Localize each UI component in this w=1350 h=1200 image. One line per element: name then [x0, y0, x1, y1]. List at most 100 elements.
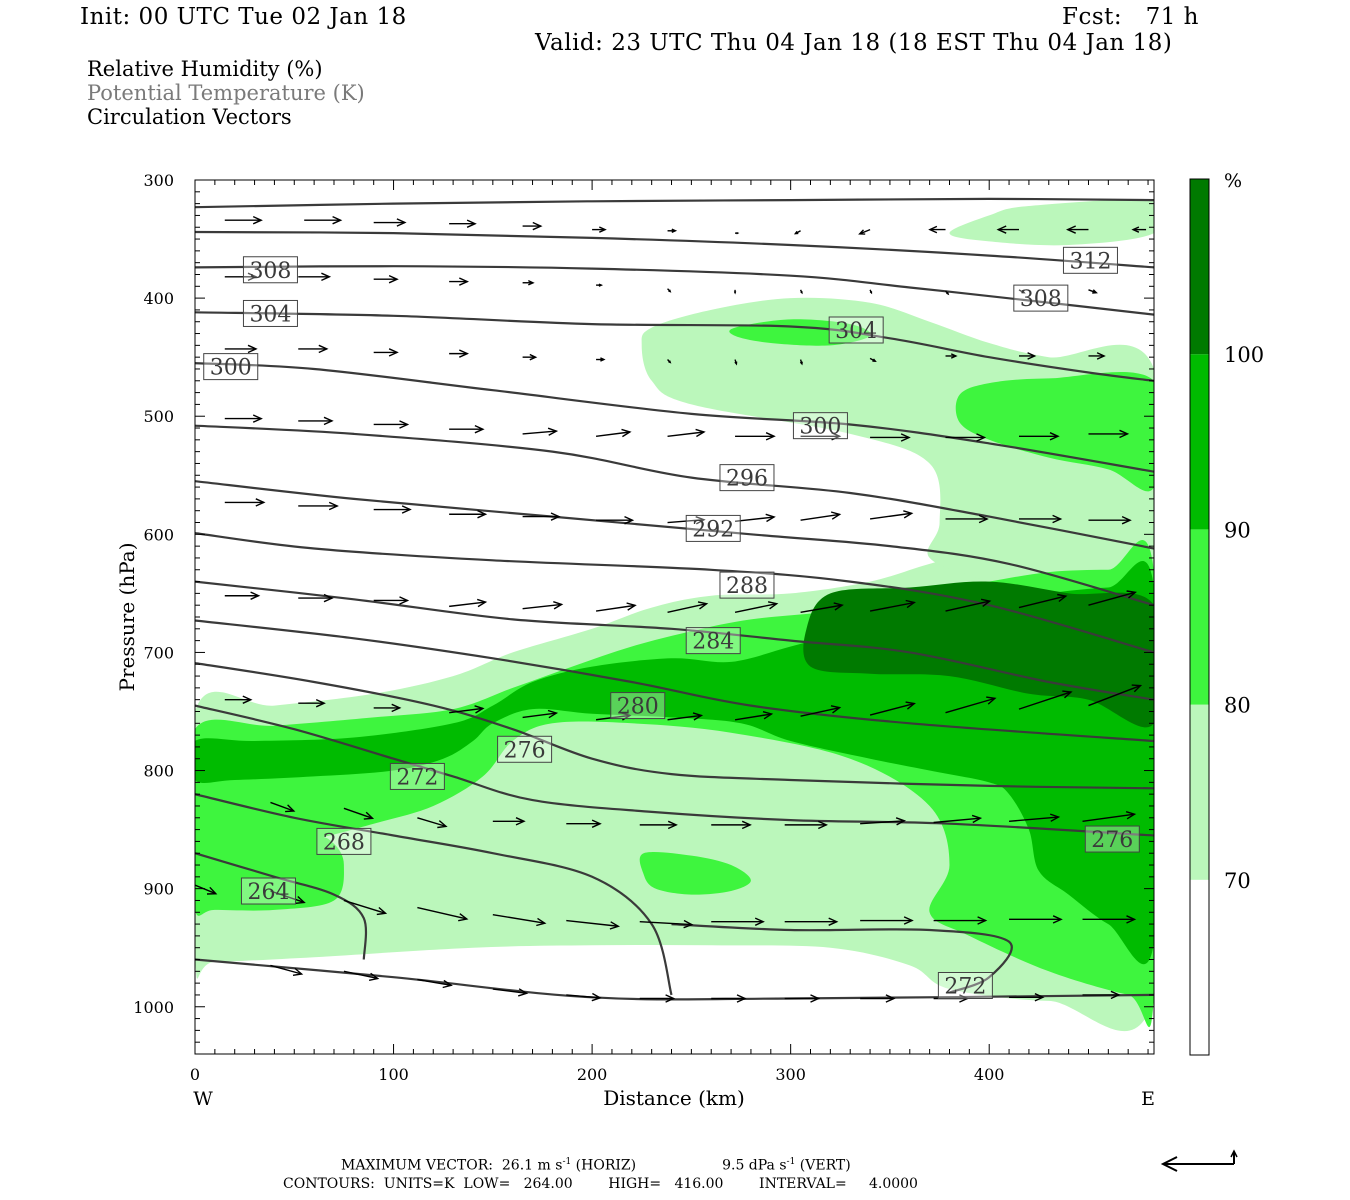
max-vector-vert: 9.5 dPa s — [722, 1157, 787, 1174]
circulation-vector — [733, 289, 737, 295]
theta-contour-272 — [195, 704, 1154, 837]
circulation-vector — [870, 433, 911, 442]
theta-contour-264 — [195, 852, 368, 960]
circulation-vector — [1082, 915, 1137, 924]
circulation-vector — [800, 705, 842, 717]
circulation-vector — [298, 416, 334, 426]
circulation-vector — [566, 819, 602, 828]
circulation-vector — [566, 992, 602, 1002]
circulation-vector — [667, 712, 704, 721]
reference-vector-icon — [1160, 1149, 1238, 1172]
circulation-vector — [373, 348, 399, 357]
circulation-vector — [195, 884, 218, 895]
circulation-vector — [522, 353, 538, 361]
theta-label: 284 — [685, 627, 741, 655]
circulation-vector — [224, 344, 258, 354]
circulation-vector — [869, 701, 916, 716]
circulation-vector — [343, 970, 380, 981]
circulation-vector — [373, 505, 412, 514]
circulation-vector — [734, 359, 738, 366]
max-vector-label: MAXIMUM VECTOR: — [341, 1157, 493, 1174]
theta-contour-layer — [195, 197, 1154, 1001]
theta-label-text: 308 — [249, 259, 291, 284]
field-theta-label: Potential Temperature (K) — [87, 81, 365, 105]
circulation-vector — [1009, 993, 1045, 1002]
rh-region-80 — [955, 371, 1154, 492]
circulation-vector — [224, 272, 258, 282]
circulation-vector — [735, 432, 776, 441]
circulation-vector — [224, 414, 263, 423]
theta-label: 312 — [1062, 246, 1118, 274]
circulation-vector — [417, 817, 448, 829]
theta-label: 304 — [828, 316, 884, 344]
circulation-vector — [298, 344, 329, 354]
circulation-vector — [933, 814, 983, 824]
theta-label: 308 — [242, 256, 298, 284]
theta-label-text: 312 — [1069, 249, 1111, 274]
colorbar-segment — [1190, 529, 1209, 705]
circulation-vector — [869, 357, 877, 363]
colorbar-label: 90 — [1224, 518, 1251, 542]
y-tick-label: 800 — [143, 762, 174, 781]
y-tick-label: 1000 — [133, 998, 174, 1017]
circulation-vector — [1082, 990, 1121, 1000]
contours-line: CONTOURS: UNITS=K LOW= 264.00 HIGH= 416.… — [283, 1176, 918, 1192]
circulation-vector — [784, 994, 821, 1003]
circulation-vector — [373, 596, 410, 605]
rh-region-80 — [195, 825, 344, 916]
theta-contour-268 — [671, 923, 1013, 994]
theta-label-text: 292 — [692, 517, 734, 542]
circulation-vector — [639, 994, 676, 1003]
colorbar-segment — [1190, 354, 1209, 530]
circulation-vector — [793, 230, 801, 235]
theta-contour-276 — [195, 662, 1154, 790]
circulation-vector — [1088, 590, 1137, 606]
colorbar-frame — [1189, 178, 1210, 1056]
circulation-vector — [522, 601, 564, 610]
rh-region-80 — [639, 851, 751, 895]
circulation-vector — [860, 916, 914, 925]
colorbar-segment — [1190, 879, 1209, 1055]
circulation-vector — [522, 709, 559, 719]
circulation-vector — [799, 289, 803, 295]
max-vector-line: MAXIMUM VECTOR: 26.1 m s-1 (HORIZ) 9.5 dP… — [341, 1157, 851, 1174]
theta-contour-280 — [195, 619, 1154, 743]
circulation-vector — [592, 226, 607, 233]
init-time: Init: 00 UTC Tue 02 Jan 18 — [80, 4, 407, 30]
circulation-vector — [595, 602, 637, 612]
circulation-vector — [667, 359, 672, 364]
circulation-vector — [800, 511, 842, 521]
x-right-end-label: E — [1141, 1088, 1155, 1110]
theta-label-text: 304 — [249, 302, 291, 327]
x-tick-label: 200 — [577, 1065, 608, 1084]
circulation-vector — [711, 820, 752, 830]
circulation-vector — [734, 711, 774, 721]
circulation-vector — [1088, 289, 1098, 294]
circulation-vector — [639, 919, 694, 929]
max-vector-vert-unit: (VERT) — [799, 1157, 851, 1174]
theta-label: 264 — [240, 877, 296, 905]
theta-label-text: 272 — [396, 765, 438, 790]
circulation-vector — [492, 817, 526, 826]
theta-label: 292 — [685, 514, 741, 542]
y-tick-label: 700 — [143, 643, 174, 662]
theta-label-layer: 308 304 300 312 308 304 300 296 292 288 284 280 276 2… — [203, 246, 1140, 999]
circulation-vector — [1088, 429, 1130, 439]
max-vector-horiz-unit: (HORIZ) — [575, 1157, 637, 1174]
circulation-vector — [298, 501, 339, 511]
colorbar-segment — [1190, 179, 1209, 355]
circulation-vector — [449, 219, 477, 228]
circulation-vector — [945, 598, 992, 612]
field-vectors-label: Circulation Vectors — [87, 105, 292, 129]
circulation-vector — [860, 817, 907, 826]
circulation-vector — [224, 695, 253, 704]
max-vector-horiz: 26.1 m s — [501, 1157, 563, 1174]
theta-contour-292 — [195, 480, 1154, 607]
circulation-vector — [298, 698, 326, 708]
field-rh-label: Relative Humidity (%) — [87, 57, 323, 81]
circulation-vector — [449, 424, 485, 434]
circulation-vector — [522, 221, 543, 231]
theta-label: 272 — [937, 971, 993, 999]
y-tick-label: 500 — [143, 407, 174, 426]
